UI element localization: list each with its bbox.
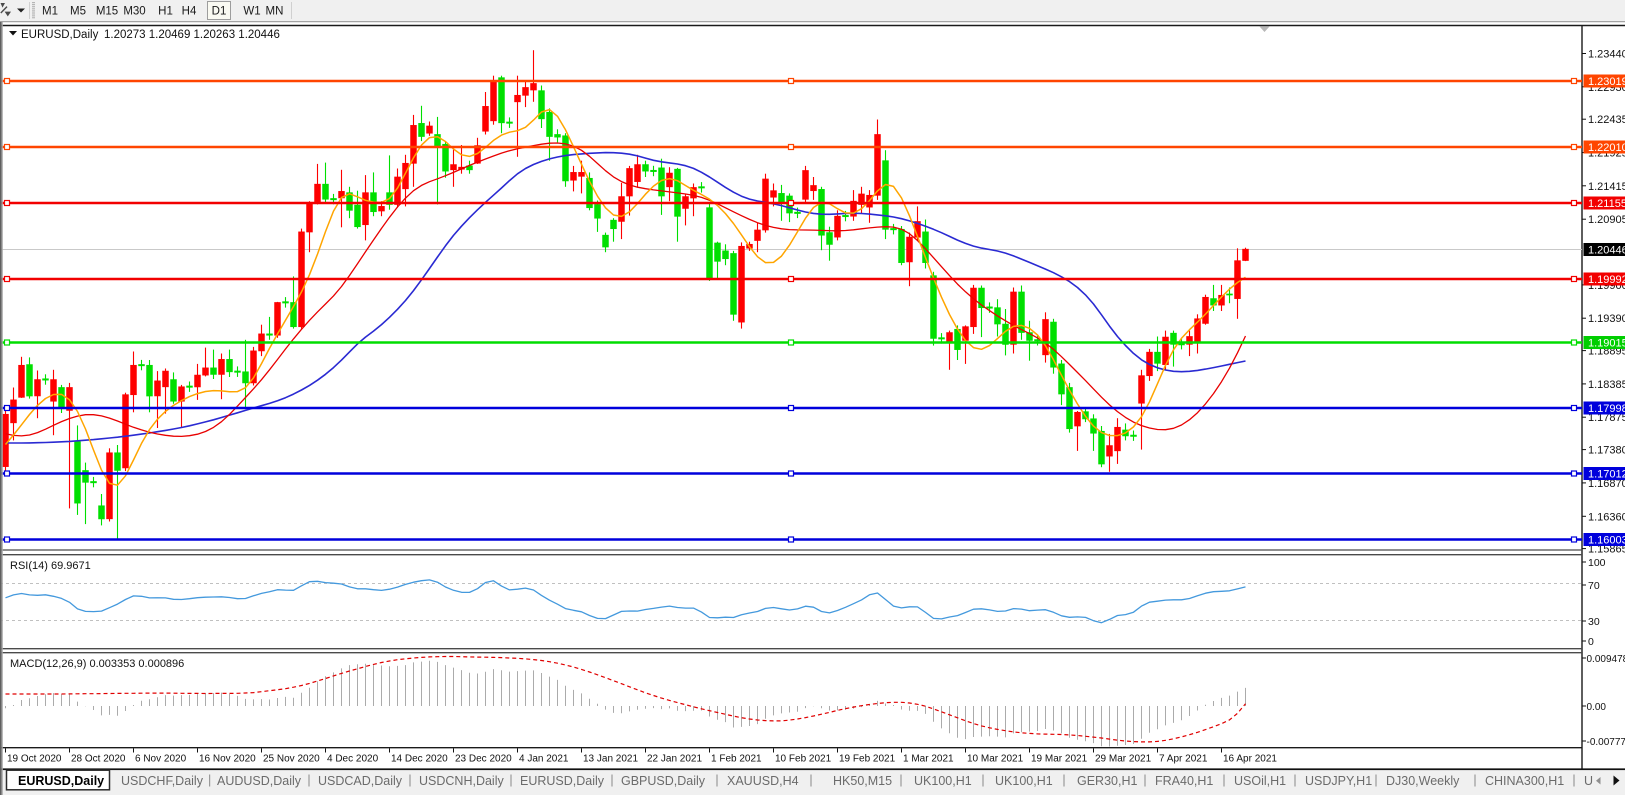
svg-text:EURUSD,Daily: EURUSD,Daily: [520, 774, 605, 788]
svg-text:7 Apr 2021: 7 Apr 2021: [1159, 754, 1208, 765]
svg-text:M30: M30: [123, 6, 145, 18]
svg-text:M5: M5: [70, 6, 86, 18]
svg-text:1.20905: 1.20905: [1588, 214, 1625, 226]
svg-text:EURUSD,Daily: EURUSD,Daily: [18, 774, 104, 788]
svg-text:14 Dec 2020: 14 Dec 2020: [391, 754, 448, 765]
svg-text:H4: H4: [182, 6, 197, 18]
svg-text:10 Mar 2021: 10 Mar 2021: [967, 754, 1024, 765]
svg-text:FRA40,H1: FRA40,H1: [1155, 774, 1213, 788]
svg-text:-0.007778: -0.007778: [1587, 737, 1625, 748]
svg-text:HK50,M15: HK50,M15: [833, 774, 892, 788]
svg-text:22 Jan 2021: 22 Jan 2021: [647, 754, 702, 765]
svg-text:0: 0: [1588, 636, 1594, 648]
svg-text:28 Oct 2020: 28 Oct 2020: [71, 754, 126, 765]
svg-text:1.23019: 1.23019: [1588, 76, 1625, 88]
svg-text:UK100,H1: UK100,H1: [914, 774, 972, 788]
svg-text:1.19015: 1.19015: [1588, 338, 1625, 350]
svg-text:1.21415: 1.21415: [1588, 181, 1625, 193]
svg-text:0.00: 0.00: [1587, 702, 1607, 713]
svg-text:DJ30,Weekly: DJ30,Weekly: [1386, 774, 1460, 788]
svg-text:CHINA300,H1: CHINA300,H1: [1485, 774, 1564, 788]
svg-text:RSI(14) 69.9671: RSI(14) 69.9671: [10, 560, 91, 572]
svg-text:M1: M1: [42, 6, 58, 18]
svg-text:1.18385: 1.18385: [1588, 379, 1625, 391]
svg-text:4 Dec 2020: 4 Dec 2020: [327, 754, 379, 765]
svg-text:1.22435: 1.22435: [1588, 114, 1625, 126]
svg-text:1.16360: 1.16360: [1588, 511, 1625, 523]
svg-text:1.17998: 1.17998: [1588, 403, 1625, 415]
svg-text:4 Jan 2021: 4 Jan 2021: [519, 754, 569, 765]
svg-text:1.19390: 1.19390: [1588, 313, 1625, 325]
svg-text:16 Apr 2021: 16 Apr 2021: [1223, 754, 1277, 765]
svg-text:W1: W1: [243, 6, 260, 18]
svg-text:1 Mar 2021: 1 Mar 2021: [903, 754, 954, 765]
svg-text:1.20273 1.20469 1.20263 1.2044: 1.20273 1.20469 1.20263 1.20446: [104, 29, 280, 41]
svg-text:1.17012: 1.17012: [1588, 469, 1625, 481]
svg-text:29 Mar 2021: 29 Mar 2021: [1095, 754, 1152, 765]
svg-text:1.20446: 1.20446: [1588, 245, 1625, 257]
svg-text:1.19992: 1.19992: [1588, 274, 1625, 286]
svg-text:MACD(12,26,9) 0.003353 0.00089: MACD(12,26,9) 0.003353 0.000896: [10, 658, 184, 670]
svg-text:13 Jan 2021: 13 Jan 2021: [583, 754, 638, 765]
svg-text:XAUUSD,H4: XAUUSD,H4: [727, 774, 799, 788]
svg-text:USDJPY,H1: USDJPY,H1: [1305, 774, 1372, 788]
svg-text:6 Nov 2020: 6 Nov 2020: [135, 754, 187, 765]
svg-text:19 Mar 2021: 19 Mar 2021: [1031, 754, 1088, 765]
svg-text:M15: M15: [96, 6, 118, 18]
svg-text:25 Nov 2020: 25 Nov 2020: [263, 754, 320, 765]
svg-text:H1: H1: [158, 6, 173, 18]
svg-text:1.17380: 1.17380: [1588, 445, 1625, 457]
svg-text:100: 100: [1588, 557, 1606, 569]
svg-text:U: U: [1584, 774, 1593, 788]
svg-text:70: 70: [1588, 580, 1600, 592]
svg-text:19 Feb 2021: 19 Feb 2021: [839, 754, 896, 765]
svg-text:UK100,H1: UK100,H1: [995, 774, 1053, 788]
svg-text:0.009478: 0.009478: [1587, 654, 1625, 665]
svg-text:USOil,H1: USOil,H1: [1234, 774, 1286, 788]
svg-text:AUDUSD,Daily: AUDUSD,Daily: [217, 774, 302, 788]
svg-text:GBPUSD,Daily: GBPUSD,Daily: [621, 774, 706, 788]
svg-text:GER30,H1: GER30,H1: [1077, 774, 1137, 788]
svg-text:EURUSD,Daily: EURUSD,Daily: [21, 29, 99, 41]
svg-text:1.22010: 1.22010: [1588, 142, 1625, 154]
svg-text:1.23440: 1.23440: [1588, 49, 1625, 61]
svg-text:30: 30: [1588, 616, 1600, 628]
svg-text:1.21155: 1.21155: [1588, 198, 1625, 210]
svg-text:1 Feb 2021: 1 Feb 2021: [711, 754, 762, 765]
svg-text:1.16003: 1.16003: [1588, 535, 1625, 547]
svg-text:23 Dec 2020: 23 Dec 2020: [455, 754, 512, 765]
svg-text:MN: MN: [266, 6, 284, 18]
svg-text:USDCNH,Daily: USDCNH,Daily: [419, 774, 504, 788]
svg-text:19 Oct 2020: 19 Oct 2020: [7, 754, 62, 765]
svg-text:1.15865: 1.15865: [1588, 544, 1625, 556]
svg-text:16 Nov 2020: 16 Nov 2020: [199, 754, 256, 765]
svg-text:D1: D1: [212, 6, 227, 18]
svg-text:USDCHF,Daily: USDCHF,Daily: [121, 774, 204, 788]
svg-text:1.16870: 1.16870: [1588, 478, 1625, 490]
svg-text:10 Feb 2021: 10 Feb 2021: [775, 754, 832, 765]
svg-text:1.17875: 1.17875: [1588, 412, 1625, 424]
svg-text:USDCAD,Daily: USDCAD,Daily: [318, 774, 403, 788]
